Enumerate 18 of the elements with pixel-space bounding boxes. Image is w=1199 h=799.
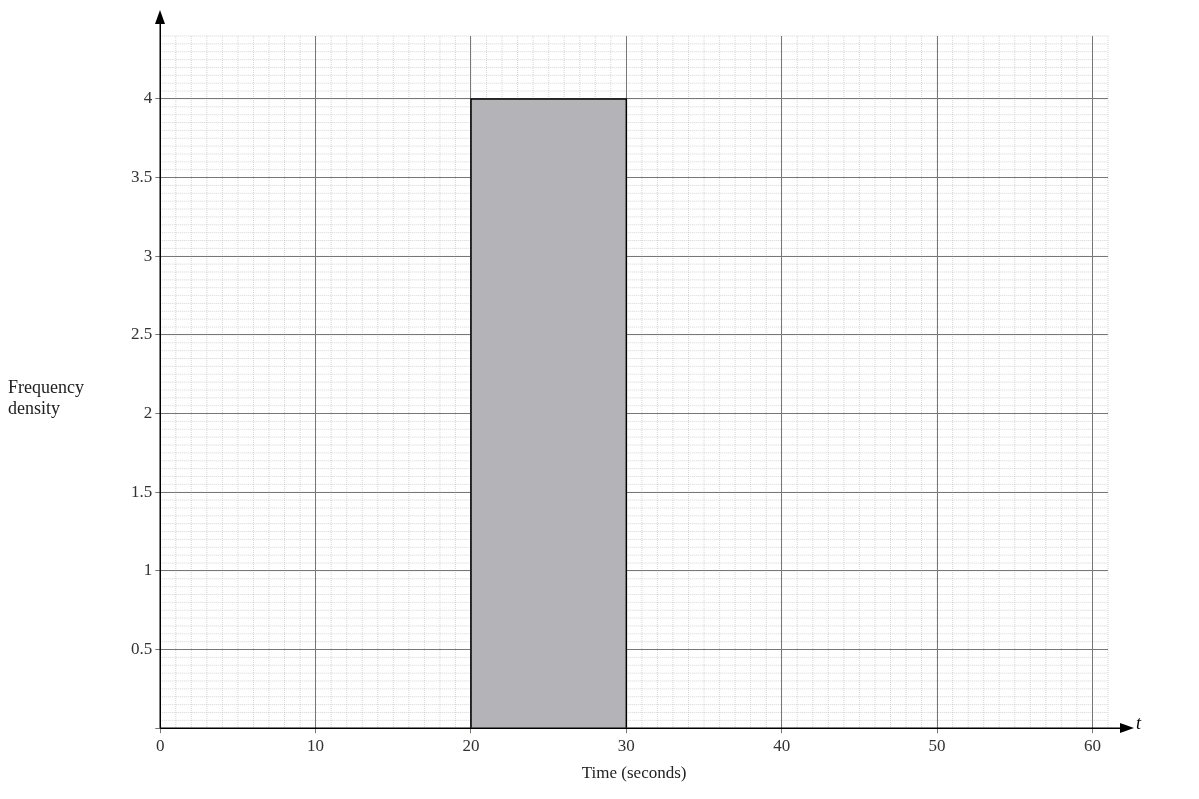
y-tick-label: 1.5 xyxy=(131,481,153,501)
y-axis-title: Frequency density xyxy=(8,377,85,419)
y-tick-label: 2 xyxy=(143,403,153,423)
y-tick-label: 3.5 xyxy=(131,167,153,187)
text: t xyxy=(1136,712,1142,733)
x-axis-title: Time (seconds) xyxy=(581,763,687,783)
y-tick-label: 2.5 xyxy=(131,324,153,344)
y-tick-label: 0.5 xyxy=(131,639,153,659)
x-tick-label: 20 xyxy=(462,735,480,755)
x-tick-label: 0 xyxy=(156,735,165,755)
x-tick-label: 10 xyxy=(307,735,325,755)
y-tick-label: 4 xyxy=(143,88,153,108)
x-tick-label: 30 xyxy=(617,735,635,755)
x-tick-label: 50 xyxy=(928,735,946,755)
x-tick-label: 60 xyxy=(1083,735,1101,755)
y-tick-label: 3 xyxy=(143,245,153,265)
x-tick-label: 40 xyxy=(773,735,791,755)
y-tick-label: 1 xyxy=(143,560,153,580)
